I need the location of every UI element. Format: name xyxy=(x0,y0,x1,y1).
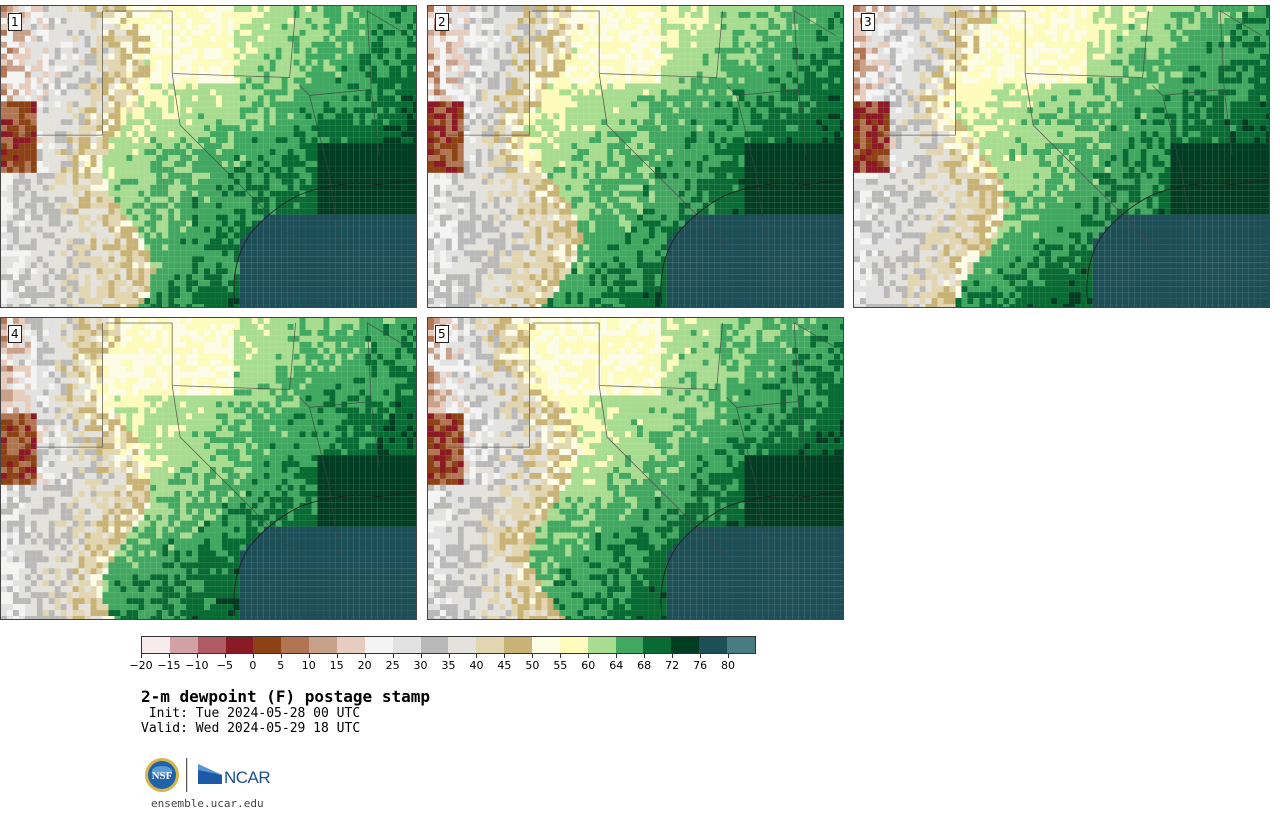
colorbar-segment xyxy=(142,637,170,653)
colorbar-segment xyxy=(392,637,421,653)
colorbar-tick xyxy=(196,654,198,658)
colorbar-tick xyxy=(420,654,422,658)
colorbar-tick xyxy=(532,654,534,658)
colorbar-segment xyxy=(364,637,393,653)
colorbar-tick xyxy=(252,654,254,658)
panel-number: 2 xyxy=(435,13,449,31)
colorbar-segment xyxy=(615,637,644,653)
colorbar-tick xyxy=(700,654,702,658)
forecast-panel: 5 xyxy=(427,317,844,620)
dewpoint-field-map xyxy=(1,6,416,307)
colorbar-tick xyxy=(364,654,366,658)
colorbar-tick-label: 55 xyxy=(553,659,568,672)
forecast-panel: 2 xyxy=(427,5,844,308)
valid-time: Valid: Wed 2024-05-29 18 UTC xyxy=(141,721,361,736)
colorbar-segment xyxy=(253,637,282,653)
colorbar-segment xyxy=(532,637,560,653)
colorbar-segment xyxy=(309,637,338,653)
forecast-panel: 1 xyxy=(0,5,417,308)
colorbar-segment xyxy=(727,637,755,653)
colorbar-segment xyxy=(281,637,310,653)
colorbar-tick xyxy=(616,654,618,658)
colorbar-segment xyxy=(169,637,198,653)
ncar-logo-text: NCAR xyxy=(224,768,270,787)
colorbar-ticks: −20 −15 −10 −5 0 5 10 15 20 25 30 35 40 45 50 55 60 64 68 7… xyxy=(129,654,756,672)
dewpoint-field-map xyxy=(854,6,1269,307)
colorbar-tick xyxy=(644,654,646,658)
init-time: Init: Tue 2024-05-28 00 UTC xyxy=(141,706,361,721)
colorbar-segment xyxy=(476,637,505,653)
colorbar-tick xyxy=(588,654,590,658)
colorbar-tick-label: 64 xyxy=(609,659,624,672)
colorbar-tick-label: 0 xyxy=(249,659,257,672)
colorbar-segment xyxy=(448,637,477,653)
colorbar-tick xyxy=(308,654,310,658)
ncar-logo-icon: NCAR xyxy=(198,764,271,787)
colorbar-tick-label: 5 xyxy=(277,659,285,672)
colorbar-tick-label: −10 xyxy=(185,659,209,672)
colorbar-tick-label: 30 xyxy=(413,659,428,672)
forecast-panel: 3 xyxy=(853,5,1270,308)
colorbar-tick-label: 76 xyxy=(693,659,708,672)
colorbar-tick xyxy=(141,654,142,658)
colorbar-segment xyxy=(337,637,365,653)
nsf-logo-icon: NSF xyxy=(145,758,179,792)
colorbar-tick-label: 45 xyxy=(497,659,512,672)
logos: NSF NCAR xyxy=(145,758,271,792)
colorbar-tick-label: 10 xyxy=(301,659,316,672)
colorbar-segment xyxy=(420,637,449,653)
colorbar-tick-label: 80 xyxy=(721,659,736,672)
colorbar-segment xyxy=(643,637,672,653)
colorbar-tick-label: −20 xyxy=(129,659,153,672)
colorbar-tick-label: −5 xyxy=(216,659,233,672)
panel-number: 3 xyxy=(861,13,875,31)
colorbar-segment xyxy=(504,637,533,653)
colorbar-segment xyxy=(225,637,254,653)
site-url: ensemble.ucar.edu xyxy=(151,797,264,810)
panel-number: 5 xyxy=(435,325,449,343)
colorbar-segment xyxy=(197,637,226,653)
colorbar-tick xyxy=(448,654,450,658)
colorbar-segment xyxy=(699,637,728,653)
colorbar-tick-label: 40 xyxy=(469,659,484,672)
map-title: 2-m dewpoint (F) postage stamp xyxy=(141,687,430,706)
colorbar-tick xyxy=(504,654,506,658)
dewpoint-field-map xyxy=(428,6,843,307)
colorbar-tick xyxy=(280,654,282,658)
colorbar-tick-label: 35 xyxy=(441,659,456,672)
colorbar-tick xyxy=(336,654,338,658)
dewpoint-colorbar xyxy=(141,636,756,654)
colorbar-tick-label: 50 xyxy=(525,659,540,672)
panel-number: 1 xyxy=(8,13,22,31)
dewpoint-field-map xyxy=(428,318,843,619)
colorbar-tick-label: 68 xyxy=(637,659,652,672)
colorbar-tick xyxy=(672,654,674,658)
colorbar-tick-label: 25 xyxy=(385,659,400,672)
colorbar-tick-label: −15 xyxy=(157,659,181,672)
colorbar-segment xyxy=(671,637,700,653)
dewpoint-field-map xyxy=(1,318,416,619)
colorbar-tick xyxy=(168,654,170,658)
colorbar-tick xyxy=(224,654,226,658)
colorbar-tick xyxy=(560,654,562,658)
nsf-logo-text: NSF xyxy=(152,770,173,782)
colorbar-tick-label: 20 xyxy=(357,659,372,672)
colorbar-segment xyxy=(587,637,616,653)
colorbar-tick-label: 60 xyxy=(581,659,596,672)
panel-number: 4 xyxy=(8,325,22,343)
colorbar-tick xyxy=(728,654,730,658)
colorbar-tick xyxy=(476,654,478,658)
colorbar-tick-label: 15 xyxy=(329,659,344,672)
colorbar-tick xyxy=(392,654,394,658)
colorbar-tick-label: 72 xyxy=(665,659,680,672)
forecast-panel: 4 xyxy=(0,317,417,620)
colorbar-segment xyxy=(559,637,588,653)
